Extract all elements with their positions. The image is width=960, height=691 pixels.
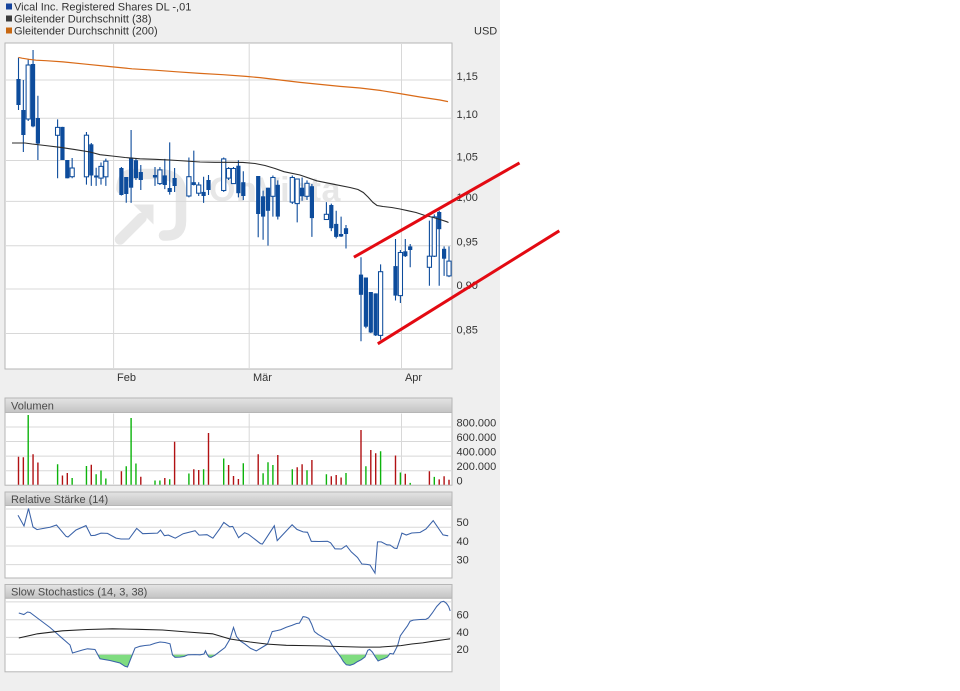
svg-text:Relative Stärke (14): Relative Stärke (14) <box>11 494 108 506</box>
svg-text:Gleitender Durchschnitt (38): Gleitender Durchschnitt (38) <box>14 14 152 26</box>
svg-text:0,90: 0,90 <box>457 280 478 292</box>
svg-text:200.000: 200.000 <box>457 461 497 473</box>
svg-text:1,10: 1,10 <box>457 109 478 121</box>
svg-text:1,05: 1,05 <box>457 151 478 163</box>
svg-text:400.000: 400.000 <box>457 447 497 459</box>
svg-text:Volumen: Volumen <box>11 400 54 412</box>
svg-text:30: 30 <box>457 554 469 566</box>
svg-text:Feb: Feb <box>117 372 136 384</box>
svg-text:0: 0 <box>457 476 463 488</box>
svg-text:40: 40 <box>457 536 469 548</box>
svg-text:600.000: 600.000 <box>457 432 497 444</box>
svg-text:Apr: Apr <box>405 372 422 384</box>
svg-text:50: 50 <box>457 517 469 529</box>
svg-text:USD: USD <box>474 26 497 38</box>
svg-text:1,15: 1,15 <box>457 71 478 83</box>
svg-text:Vical Inc. Registered Shares D: Vical Inc. Registered Shares DL -,01 <box>14 2 191 14</box>
svg-text:800.000: 800.000 <box>457 418 497 430</box>
svg-text:Slow Stochastics (14, 3, 38): Slow Stochastics (14, 3, 38) <box>11 586 147 598</box>
svg-text:0,85: 0,85 <box>457 324 478 336</box>
svg-text:Gleitender Durchschnitt (200): Gleitender Durchschnitt (200) <box>14 26 158 38</box>
svg-text:20: 20 <box>457 644 469 656</box>
svg-text:40: 40 <box>457 627 469 639</box>
svg-text:0,95: 0,95 <box>457 237 478 249</box>
svg-text:60: 60 <box>457 610 469 622</box>
svg-text:Mär: Mär <box>253 372 272 384</box>
